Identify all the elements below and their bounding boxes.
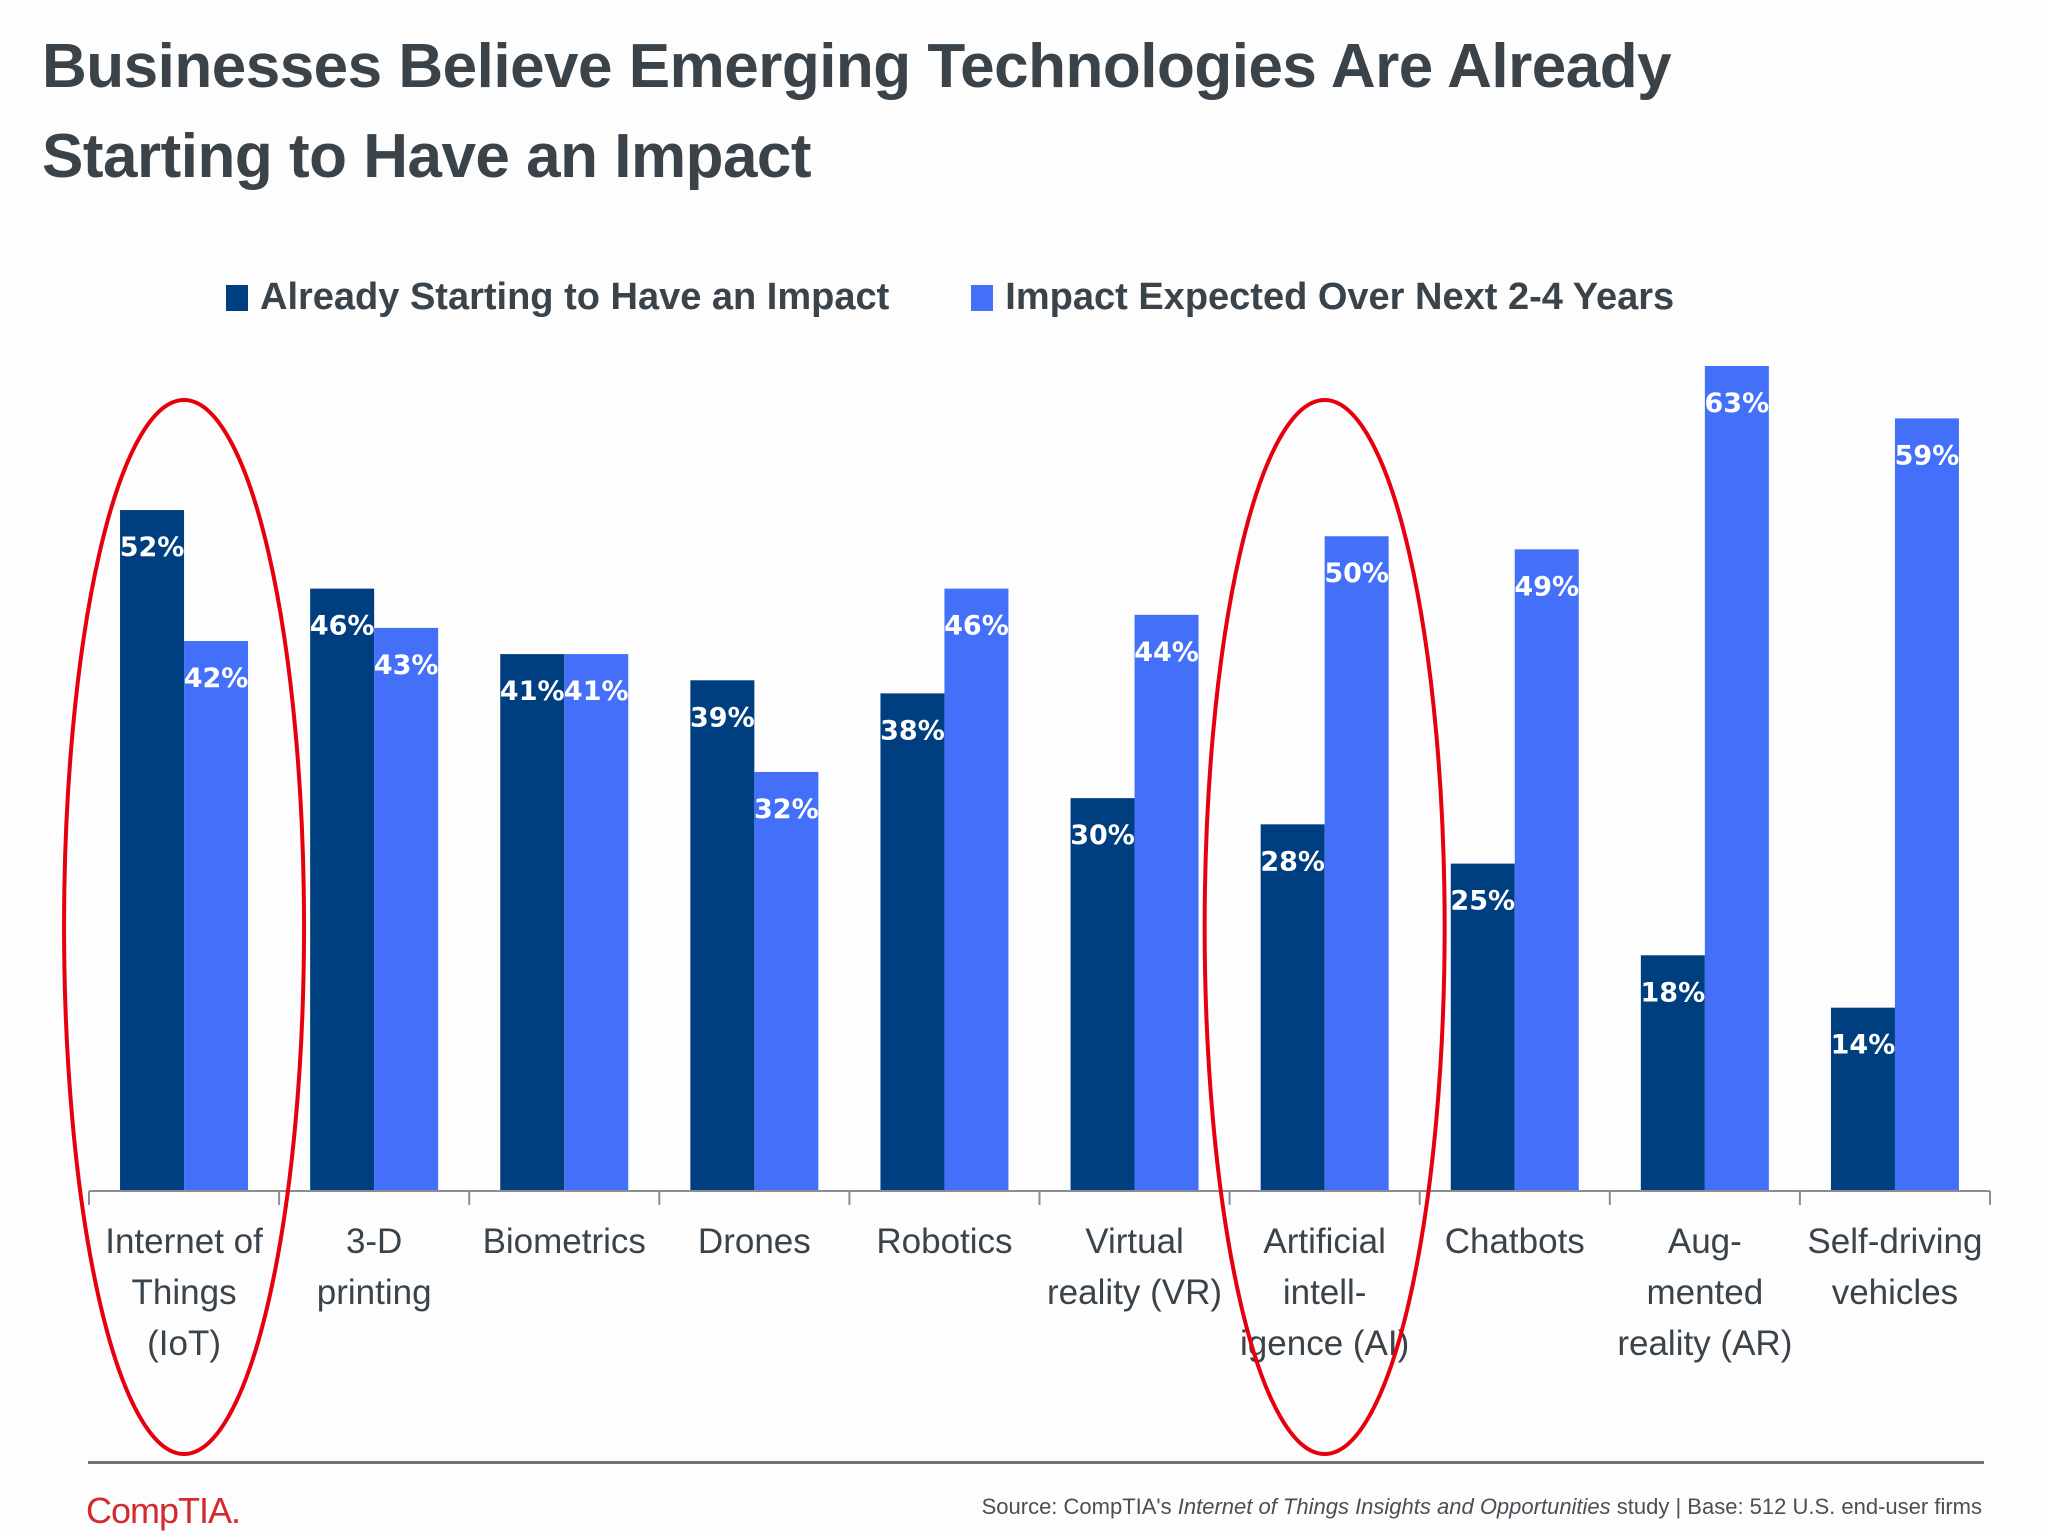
x-axis-labels: Internet of Things (IoT) 3-D printing Biometr… <box>105 1222 1982 1363</box>
bar-already-2 <box>500 654 565 1191</box>
source-note: Source: CompTIA's Internet of Things Ins… <box>982 1494 1982 1520</box>
category-label-1: 3-D printing <box>317 1222 432 1312</box>
data-label-expected-4: 46% <box>944 611 1009 642</box>
bar-already-1 <box>310 588 375 1191</box>
category-label-9: Self-driving vehicles <box>1807 1222 1982 1312</box>
title-line-1: Businesses Believe Emerging Technologies… <box>42 32 1672 101</box>
data-label-expected-9: 59% <box>1895 440 1960 471</box>
category-label-2: Biometrics <box>483 1222 646 1261</box>
category-label-5: Virtual reality (VR) <box>1047 1222 1222 1312</box>
bar-expected-3 <box>754 771 819 1191</box>
data-label-already-9: 14% <box>1831 1030 1896 1061</box>
category-label-4: Robotics <box>876 1222 1012 1261</box>
data-label-already-6: 28% <box>1260 846 1325 877</box>
bar-expected-4 <box>944 588 1009 1191</box>
legend-item-already: Already Starting to Have an Impact <box>226 276 889 319</box>
comptia-logo: CompTIA. <box>86 1490 241 1531</box>
bar-expected-8 <box>1704 366 1769 1191</box>
data-label-expected-0: 42% <box>184 663 249 694</box>
x-axis <box>88 1190 1991 1205</box>
bar-expected-5 <box>1134 614 1199 1191</box>
category-label-8: Aug-mented reality (AR) <box>1617 1222 1792 1363</box>
bar-already-6 <box>1260 824 1325 1191</box>
category-label-3: Drones <box>698 1222 811 1261</box>
footer-divider <box>88 1461 1984 1464</box>
bar-already-0 <box>120 510 185 1191</box>
bar-already-9 <box>1830 1007 1895 1191</box>
bar-already-5 <box>1070 798 1135 1191</box>
source-study: Internet of Things Insights and Opportun… <box>1177 1494 1611 1519</box>
data-label-already-7: 25% <box>1450 886 1515 917</box>
bar-expected-7 <box>1514 549 1579 1191</box>
title-line-2: Starting to Have an Impact <box>42 122 812 191</box>
legend-swatch-expected <box>971 284 994 311</box>
bar-expected-6 <box>1324 536 1389 1191</box>
data-label-already-8: 18% <box>1641 977 1706 1008</box>
legend-label-already: Already Starting to Have an Impact <box>260 276 890 318</box>
highlight-ellipse-1 <box>1202 398 1447 1456</box>
highlight-ellipse-0 <box>62 398 307 1456</box>
legend-label-expected: Impact Expected Over Next 2-4 Years <box>1005 276 1675 318</box>
data-label-already-4: 38% <box>880 715 945 746</box>
bar-expected-0 <box>184 641 249 1191</box>
data-label-expected-2: 41% <box>564 676 629 707</box>
data-label-expected-1: 43% <box>374 650 439 681</box>
chart-title: Businesses Believe Emerging Technologies… <box>42 22 2002 202</box>
data-label-expected-3: 32% <box>754 794 819 825</box>
source-suffix: study | Base: 512 U.S. end-user firms <box>1610 1494 1982 1519</box>
category-label-6: Artificial intell-igence (AI) <box>1240 1222 1409 1363</box>
bar-already-4 <box>880 693 945 1191</box>
data-label-already-5: 30% <box>1070 820 1135 851</box>
bar-already-3 <box>690 680 755 1191</box>
data-label-already-2: 41% <box>500 676 565 707</box>
data-label-already-3: 39% <box>690 702 755 733</box>
highlight-ellipses <box>62 398 1447 1456</box>
data-label-already-0: 52% <box>120 532 185 563</box>
data-label-already-1: 46% <box>310 611 375 642</box>
legend: Already Starting to Have an Impact Impac… <box>226 276 1756 319</box>
data-label-expected-6: 50% <box>1324 558 1389 589</box>
data-label-expected-7: 49% <box>1514 571 1579 602</box>
data-label-expected-5: 44% <box>1134 637 1199 668</box>
bar-already-8 <box>1640 955 1705 1191</box>
bar-already-7 <box>1450 863 1515 1191</box>
legend-item-expected: Impact Expected Over Next 2-4 Years <box>971 276 1674 319</box>
category-label-7: Chatbots <box>1445 1222 1585 1261</box>
bar-expected-9 <box>1894 418 1959 1191</box>
bars-layer: 52% 42% 46% 43% 41% 41% 39% 32% 38% 46% 30% 44% 28% 5… <box>120 366 1960 1191</box>
legend-swatch-already <box>226 284 248 311</box>
data-label-expected-8: 63% <box>1705 388 1770 419</box>
source-prefix: Source: CompTIA's <box>981 1494 1178 1519</box>
bar-expected-1 <box>374 627 439 1191</box>
bar-expected-2 <box>564 654 629 1191</box>
category-label-0: Internet of Things (IoT) <box>105 1222 263 1363</box>
